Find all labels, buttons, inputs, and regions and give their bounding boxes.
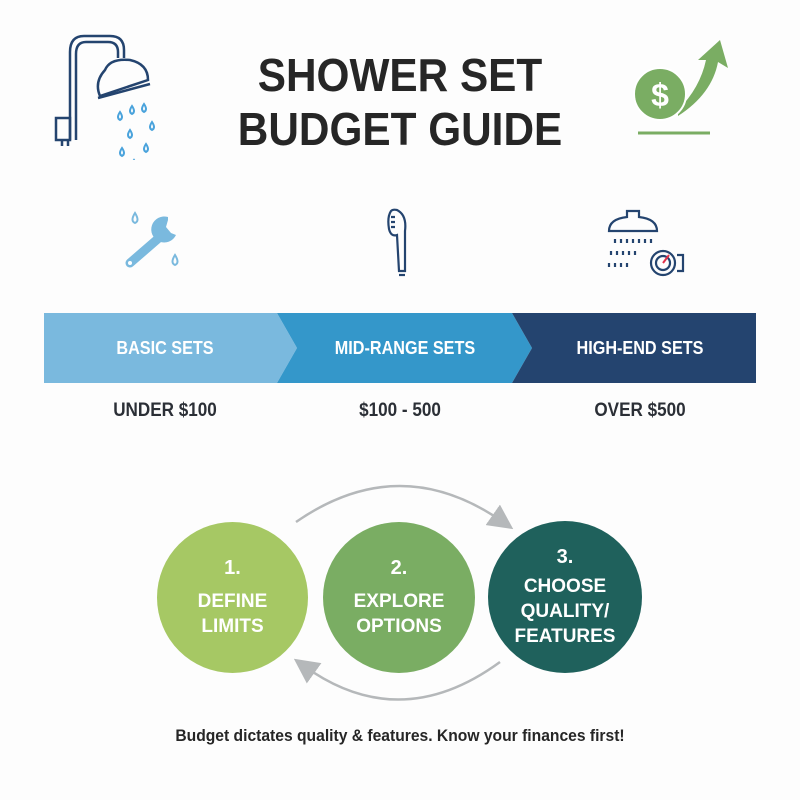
- svg-text:$: $: [651, 77, 669, 113]
- step-text: LIMITS: [201, 616, 264, 637]
- title-line-2: BUDGET GUIDE: [237, 103, 563, 155]
- handheld-shower-icon: [387, 208, 407, 277]
- tier-label-high: HIGH-END SETS: [576, 338, 704, 358]
- page-title: SHOWER SET BUDGET GUIDE: [32, 48, 768, 156]
- tier-price-mid: $100 - 500: [359, 400, 441, 421]
- step-text: FEATURES: [514, 626, 616, 647]
- step-text: OPTIONS: [356, 616, 442, 637]
- step-text: EXPLORE: [353, 591, 445, 612]
- tier-segment-high: [512, 313, 756, 383]
- rain-shower-gauge-icon: [607, 209, 685, 277]
- shower-head-icon: [54, 34, 155, 160]
- tier-price-high: OVER $500: [594, 400, 686, 421]
- step-number: 1.: [224, 557, 241, 579]
- step-text: QUALITY/: [520, 601, 610, 622]
- tier-price-basic: UNDER $100: [113, 400, 217, 421]
- step-number: 3.: [556, 546, 574, 568]
- tier-segment-basic: [44, 313, 297, 383]
- tier-label-mid: MID-RANGE SETS: [334, 338, 476, 358]
- wrench-icon: [125, 211, 179, 268]
- step-number: 2.: [390, 557, 408, 579]
- step-circle-3: 3. CHOOSE QUALITY/ FEATURES: [488, 521, 642, 673]
- arrow-forward: [295, 484, 514, 530]
- tier-label-basic: BASIC SETS: [116, 338, 214, 358]
- title-line-1: SHOWER SET: [257, 49, 543, 101]
- step-text: CHOOSE: [523, 576, 607, 597]
- price-tier-banner: [44, 313, 756, 383]
- footer-note: Budget dictates quality & features. Know…: [175, 726, 625, 745]
- step-circle-1: 1. DEFINE LIMITS: [157, 522, 308, 673]
- step-circle-2: 2. EXPLORE OPTIONS: [323, 522, 475, 673]
- step-text: DEFINE: [197, 591, 268, 612]
- tier-segment-mid: [277, 313, 532, 383]
- dollar-growth-icon: $: [633, 40, 728, 135]
- cycle-arrows: [293, 484, 514, 701]
- arrow-back: [293, 658, 501, 701]
